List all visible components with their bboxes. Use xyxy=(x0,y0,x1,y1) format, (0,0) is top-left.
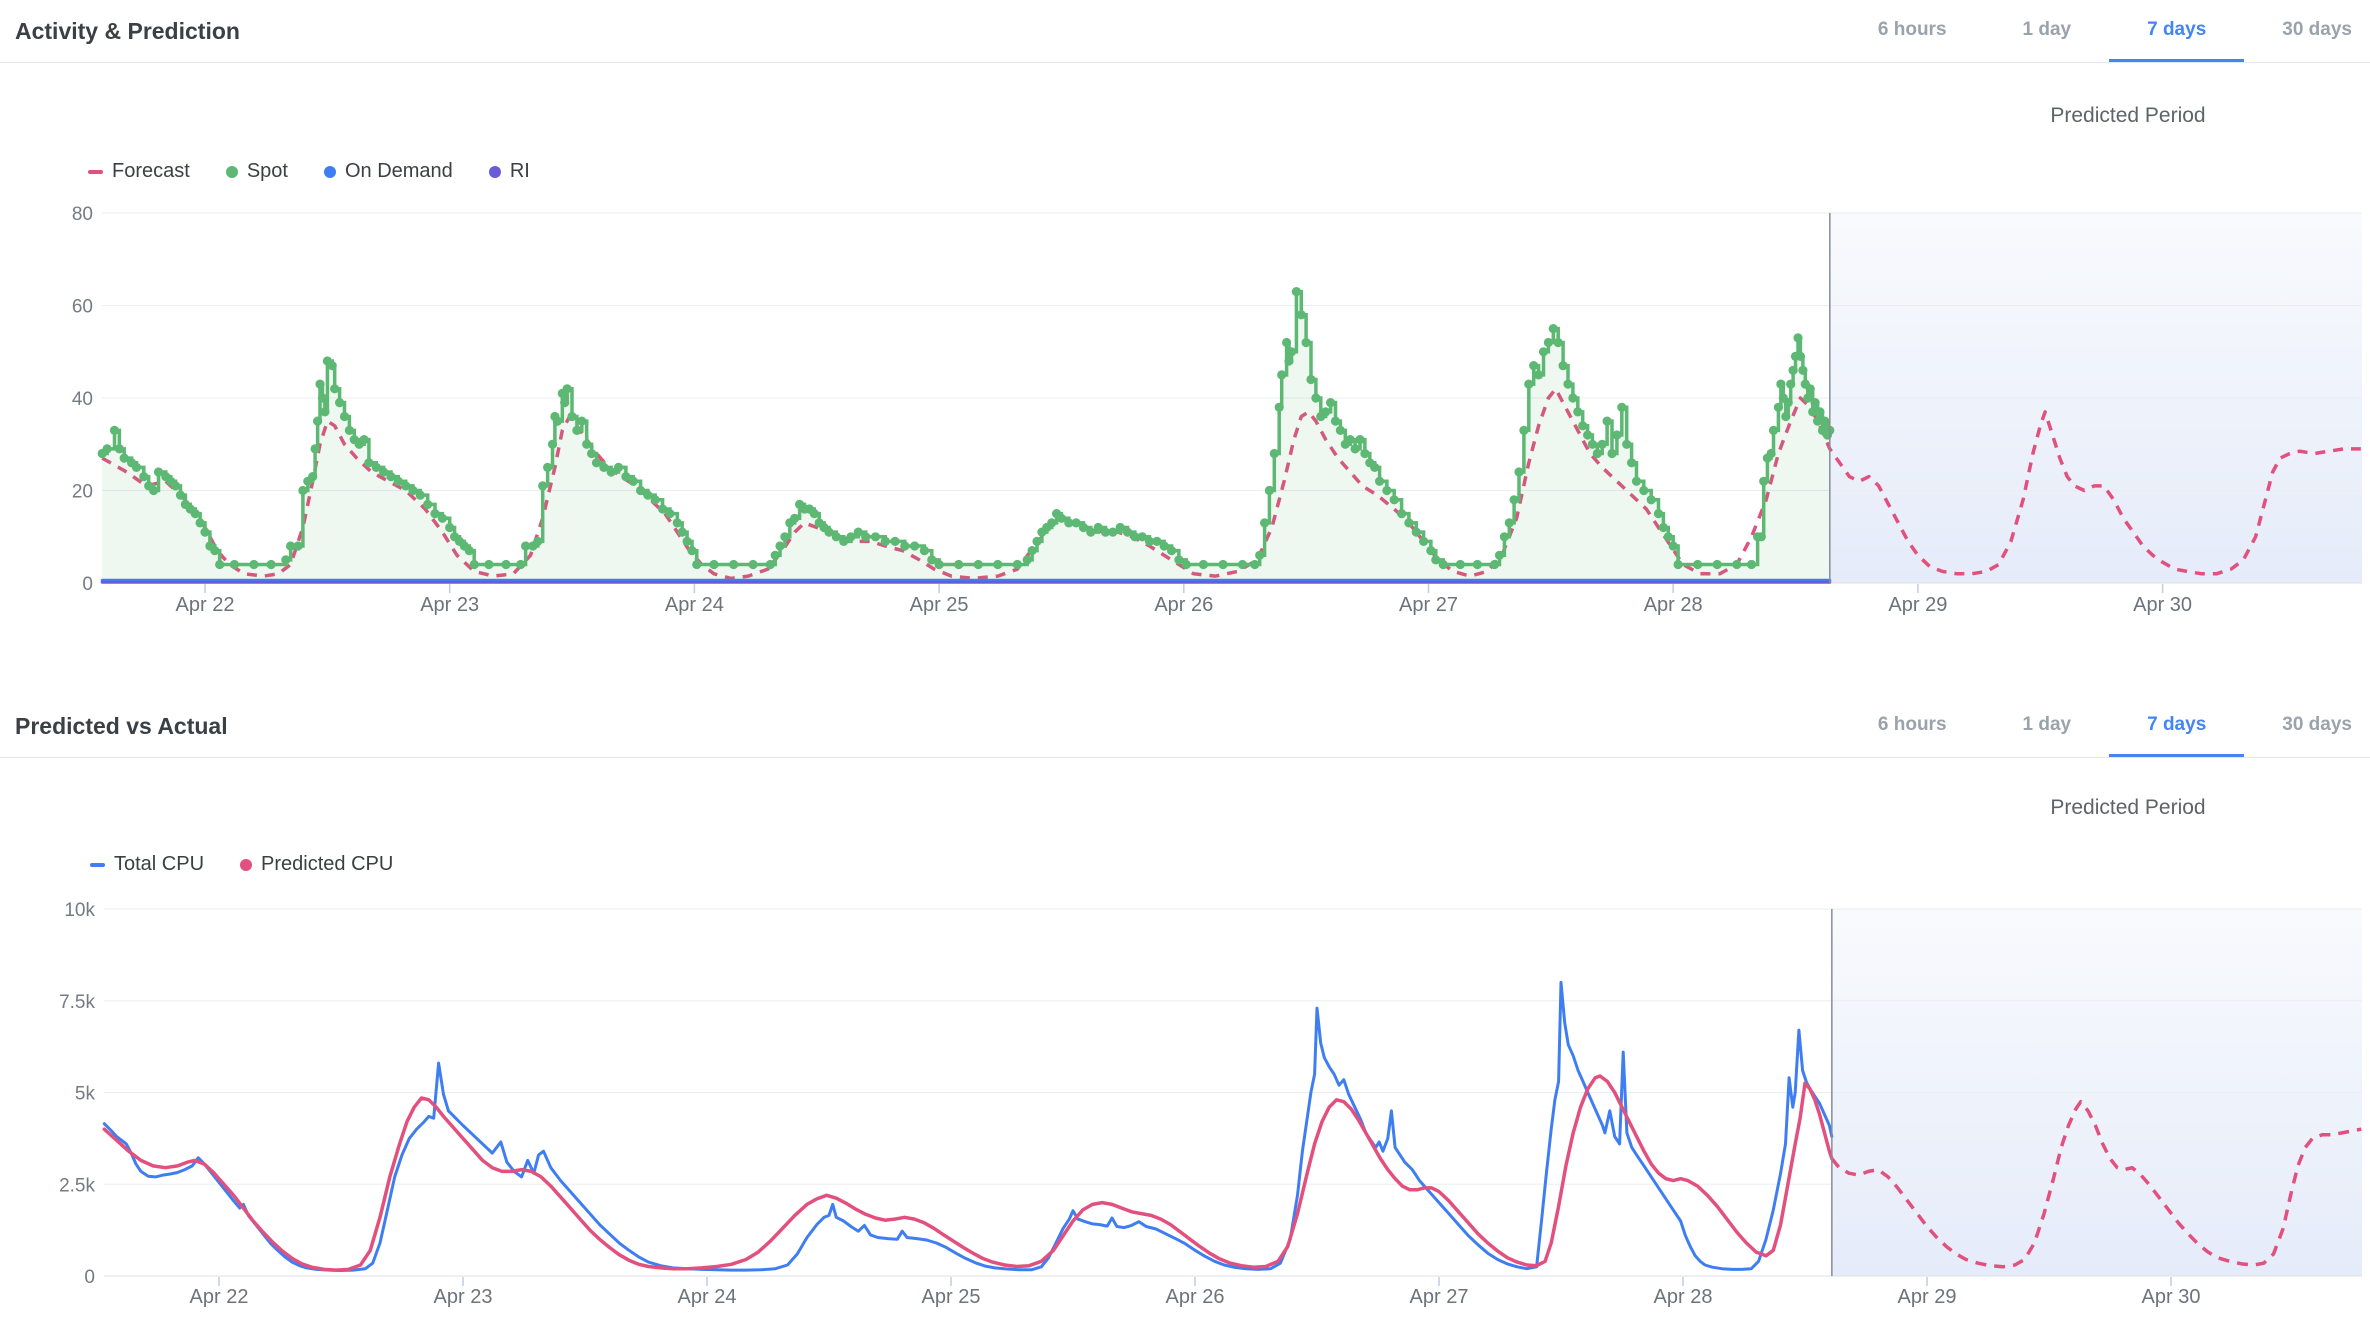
legend-item-total-cpu[interactable]: Total CPU xyxy=(90,853,204,876)
svg-text:5k: 5k xyxy=(75,1084,96,1105)
tab-6-hours[interactable]: 6 hours xyxy=(1877,714,1947,735)
legend-item-forecast[interactable]: Forecast xyxy=(88,160,190,183)
total-cpu-dash-icon xyxy=(90,862,105,867)
tab-7-days[interactable]: 7 days xyxy=(2109,695,2245,757)
spot-dot-icon xyxy=(225,165,238,178)
predicted-cpu-dot-icon xyxy=(240,858,253,871)
svg-text:10k: 10k xyxy=(64,900,95,921)
tab-6-hours[interactable]: 6 hours xyxy=(1877,19,1947,40)
svg-text:7.5k: 7.5k xyxy=(59,992,95,1013)
svg-text:Apr 27: Apr 27 xyxy=(1410,1286,1469,1308)
legend-item-predicted-cpu[interactable]: Predicted CPU xyxy=(240,853,393,876)
svg-text:Apr 28: Apr 28 xyxy=(1644,594,1703,616)
forecast-dash-icon xyxy=(88,169,103,174)
tab-1-day[interactable]: 1 day xyxy=(2022,19,2072,40)
activity-time-range-tabs: 6 hours 1 day 7 days 30 days xyxy=(1840,0,2370,62)
svg-text:2.5k: 2.5k xyxy=(59,1175,95,1196)
svg-text:Apr 29: Apr 29 xyxy=(1898,1286,1957,1308)
activity-chart-legend: Forecast Spot On Demand RI xyxy=(88,160,530,183)
svg-text:Apr 25: Apr 25 xyxy=(910,594,969,616)
svg-text:Apr 28: Apr 28 xyxy=(1654,1286,1713,1308)
predicted-time-range-tabs: 6 hours 1 day 7 days 30 days xyxy=(1840,695,2370,757)
legend-item-on-demand[interactable]: On Demand xyxy=(323,160,453,183)
predicted-chart-legend: Total CPU Predicted CPU xyxy=(90,853,393,876)
svg-text:40: 40 xyxy=(72,389,93,410)
panel-activity-title: Activity & Prediction xyxy=(15,18,240,44)
svg-text:Apr 30: Apr 30 xyxy=(2142,1286,2201,1308)
svg-text:80: 80 xyxy=(72,204,93,225)
panel-predicted-title: Predicted vs Actual xyxy=(15,713,228,739)
svg-text:60: 60 xyxy=(72,297,93,318)
svg-text:0: 0 xyxy=(84,1267,95,1288)
svg-text:Apr 24: Apr 24 xyxy=(678,1286,737,1308)
legend-item-ri[interactable]: RI xyxy=(488,160,530,183)
panel-activity-header: Activity & Prediction 6 hours 1 day 7 da… xyxy=(0,0,2370,63)
svg-text:Apr 23: Apr 23 xyxy=(420,594,479,616)
chart-0: 0 20 40 60 80 Apr 22 Apr 23 Apr 24 Apr 25 Apr 26 A… xyxy=(72,204,2362,616)
ri-dot-icon xyxy=(488,165,501,178)
panel-predicted-header: Predicted vs Actual 6 hours 1 day 7 days… xyxy=(0,695,2370,758)
predicted-period-label: Predicted Period xyxy=(2050,796,2206,819)
tab-1-day[interactable]: 1 day xyxy=(2022,714,2072,735)
svg-text:Apr 26: Apr 26 xyxy=(1166,1286,1225,1308)
tab-30-days[interactable]: 30 days xyxy=(2282,714,2352,735)
svg-text:Apr 23: Apr 23 xyxy=(434,1286,493,1308)
tab-30-days[interactable]: 30 days xyxy=(2282,19,2352,40)
svg-text:20: 20 xyxy=(72,482,93,503)
svg-text:Apr 25: Apr 25 xyxy=(922,1286,981,1308)
svg-text:Apr 22: Apr 22 xyxy=(190,1286,249,1308)
svg-text:Apr 29: Apr 29 xyxy=(1888,594,1947,616)
on-demand-dot-icon xyxy=(323,165,336,178)
svg-text:Apr 24: Apr 24 xyxy=(665,594,724,616)
svg-text:Apr 26: Apr 26 xyxy=(1154,594,1213,616)
svg-text:Apr 27: Apr 27 xyxy=(1399,594,1458,616)
legend-item-spot[interactable]: Spot xyxy=(225,160,288,183)
svg-text:Apr 30: Apr 30 xyxy=(2133,594,2192,616)
tab-7-days[interactable]: 7 days xyxy=(2109,0,2245,62)
chart-1: 0 2.5k 5k 7.5k 10k Apr 22 Apr 23 Apr 24 Apr 25 Ap… xyxy=(59,900,2362,1308)
svg-text:Apr 22: Apr 22 xyxy=(176,594,235,616)
predicted-period-label: Predicted Period xyxy=(2050,104,2206,127)
svg-text:0: 0 xyxy=(82,574,93,595)
